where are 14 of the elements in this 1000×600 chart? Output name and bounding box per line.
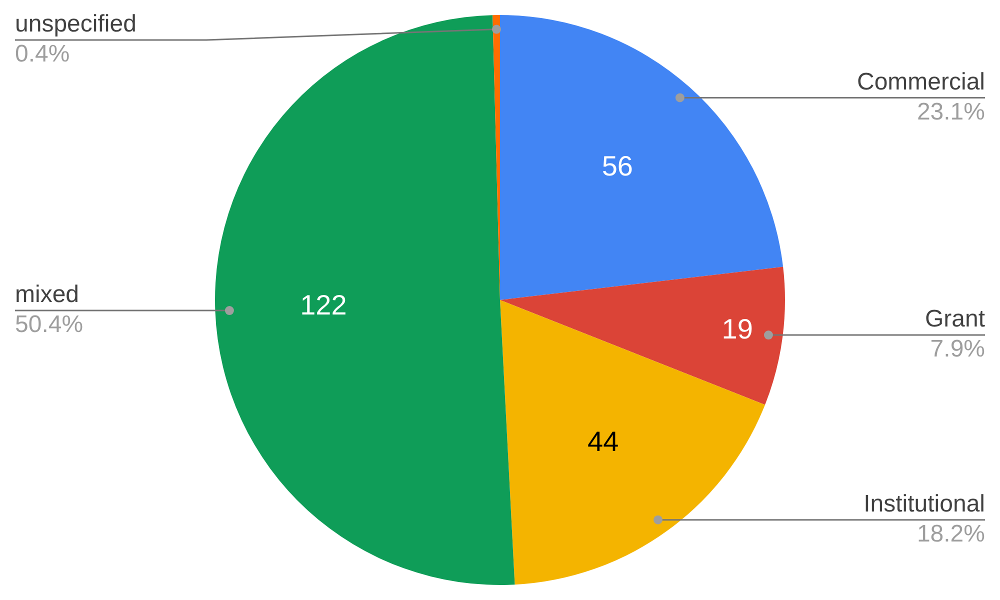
- data-label: 56: [602, 150, 634, 182]
- text: 0.4%: [15, 40, 70, 68]
- data-label: 44: [588, 426, 619, 458]
- data-label: 122: [300, 290, 347, 321]
- slice-label: mixed: [15, 281, 80, 308]
- text: 23.1%: [916, 98, 985, 126]
- slice-label: unspecified: [15, 10, 136, 38]
- text: 18.2%: [916, 520, 985, 548]
- slice-label: Institutional: [864, 490, 985, 518]
- text: 50.4%: [15, 311, 84, 338]
- data-label: 19: [722, 314, 753, 345]
- slice-label: Commercial: [856, 68, 985, 96]
- text: 7.9%: [930, 336, 985, 363]
- slice-label: Grant: [924, 306, 986, 333]
